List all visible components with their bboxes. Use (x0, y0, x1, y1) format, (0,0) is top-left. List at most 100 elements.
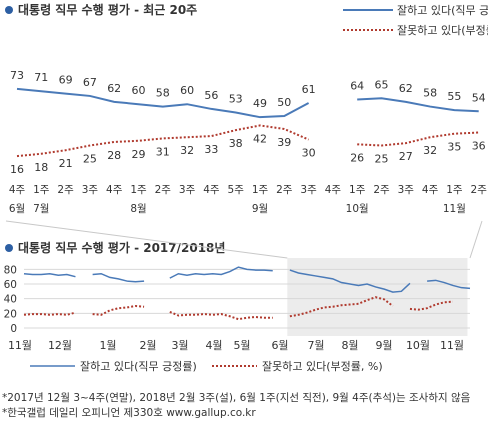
x-week-label-9: 5주 (228, 184, 245, 196)
y-tick-40: 40 (4, 294, 17, 306)
data-label-negative-4: 28 (107, 149, 121, 162)
data-label-positive-9: 53 (229, 92, 243, 105)
data-label-negative-19: 36 (472, 140, 486, 153)
x-week-label-5: 1주 (130, 184, 147, 196)
x-week-label-1: 1주 (33, 184, 50, 196)
legend-positive-label: 잘하고 있다(직무 긍정률) (397, 3, 488, 17)
x-month-label-18: 11월 (443, 203, 466, 215)
x-week-label-11: 2주 (276, 184, 293, 196)
chart-2-title: 대통령 직무 수행 평가 - 2017/2018년 (18, 240, 225, 255)
data-label-positive-8: 56 (204, 89, 218, 102)
y-tick-60: 60 (4, 279, 17, 291)
footnote-source: *한국갤럽 데일리 오피니언 제330호 www.gallup.co.kr (2, 407, 256, 419)
data-label-negative-10: 42 (253, 132, 267, 145)
x-week-label-16: 3주 (398, 184, 415, 196)
data-label-negative-1: 18 (34, 161, 48, 174)
data-label-positive-5: 60 (132, 84, 146, 97)
x-month-label-10: 9월 (252, 203, 268, 215)
series2-negative-line-3 (289, 296, 394, 318)
series-positive-line-0 (16, 87, 310, 119)
series2-positive-line-1 (92, 272, 145, 283)
y-tick-20: 20 (4, 308, 17, 320)
data-label-negative-8: 33 (204, 143, 218, 156)
zoom-connector-left (5, 220, 288, 259)
x2-month-label-3: 2월 (139, 339, 156, 352)
footnote-survey-gaps: *2017년 12월 3~4주(연말), 2018년 2월 3주(설), 6월 … (2, 392, 471, 404)
y-tick-0: 0 (10, 323, 17, 335)
x-week-label-10: 1주 (252, 184, 269, 196)
data-label-negative-15: 25 (375, 153, 389, 166)
data-label-negative-5: 29 (132, 148, 146, 161)
chart-1-title: 대통령 직무 수행 평가 - 최근 20주 (18, 2, 197, 17)
recent-20-weeks-highlight (287, 258, 468, 336)
legend2-negative-label: 잘못하고 있다(부정률, %) (262, 359, 383, 373)
series-negative-line-0 (16, 124, 310, 158)
series2-positive-line-3 (289, 269, 411, 293)
series-positive-line-1 (357, 97, 479, 113)
data-label-negative-12: 30 (302, 147, 316, 160)
x-week-label-7: 3주 (179, 184, 196, 196)
x-week-label-2: 2주 (57, 184, 74, 196)
data-label-negative-6: 31 (156, 145, 170, 158)
x-week-label-6: 2주 (155, 184, 172, 196)
data-label-negative-17: 32 (423, 144, 437, 157)
x-month-label-0: 6월 (9, 203, 25, 215)
x-month-label-1: 7월 (33, 203, 49, 215)
data-label-positive-7: 60 (180, 84, 194, 97)
data-label-negative-7: 32 (180, 144, 194, 157)
x2-month-label-0: 11월 (8, 339, 32, 352)
x2-month-label-1: 12월 (48, 339, 72, 352)
data-label-negative-11: 39 (277, 136, 291, 149)
data-label-positive-14: 64 (350, 79, 364, 92)
x2-month-label-2: 1월 (99, 339, 116, 352)
data-label-negative-18: 35 (447, 141, 461, 154)
x2-month-label-6: 5월 (233, 339, 250, 352)
series2-positive-line-2 (169, 266, 273, 279)
data-label-positive-18: 55 (447, 90, 461, 103)
legend2-positive-label: 잘하고 있다(직무 긍정률) (80, 359, 197, 373)
x2-month-label-12: 11월 (440, 339, 464, 352)
data-label-positive-0: 73 (10, 69, 24, 82)
data-label-positive-6: 58 (156, 87, 170, 100)
x2-month-label-5: 4월 (205, 339, 222, 352)
x-week-label-12: 3주 (300, 184, 317, 196)
series2-positive-line-0 (23, 272, 76, 278)
x2-month-label-4: 3월 (171, 339, 188, 352)
data-label-negative-0: 16 (10, 163, 24, 176)
x-week-label-4: 4주 (106, 184, 123, 196)
series-negative-line-1 (357, 131, 479, 147)
data-label-negative-9: 38 (229, 137, 243, 150)
series2-negative-line-0 (23, 311, 76, 316)
data-label-negative-14: 26 (350, 151, 364, 164)
series2-negative-line-4 (409, 300, 453, 311)
data-label-negative-3: 25 (83, 153, 97, 166)
x-week-label-19: 2주 (471, 184, 488, 196)
x2-month-label-10: 9월 (375, 339, 392, 352)
x-week-label-14: 1주 (349, 184, 366, 196)
data-label-positive-4: 62 (107, 82, 121, 95)
title-bullet-icon-2 (5, 244, 13, 252)
data-label-positive-12: 61 (302, 83, 316, 96)
x-week-label-3: 3주 (82, 184, 99, 196)
zoom-connector-right (469, 220, 483, 259)
data-label-positive-17: 58 (423, 87, 437, 100)
x-week-label-0: 4주 (9, 184, 26, 196)
x2-month-label-7: 6월 (271, 339, 288, 352)
title-bullet-icon (5, 6, 13, 14)
x-week-label-15: 2주 (373, 184, 390, 196)
data-label-positive-15: 65 (375, 78, 389, 91)
x-week-label-17: 4주 (422, 184, 439, 196)
x-month-label-5: 8월 (130, 203, 146, 215)
data-label-positive-19: 54 (472, 91, 486, 104)
y-tick-80: 80 (4, 264, 17, 276)
data-label-positive-3: 67 (83, 76, 97, 89)
data-label-positive-1: 71 (34, 71, 48, 84)
x2-month-label-11: 10월 (406, 339, 430, 352)
data-label-negative-16: 27 (399, 150, 413, 163)
x2-month-label-9: 8월 (341, 339, 358, 352)
data-label-negative-2: 21 (59, 157, 73, 170)
x-week-label-18: 1주 (446, 184, 463, 196)
data-label-positive-10: 49 (253, 97, 267, 110)
